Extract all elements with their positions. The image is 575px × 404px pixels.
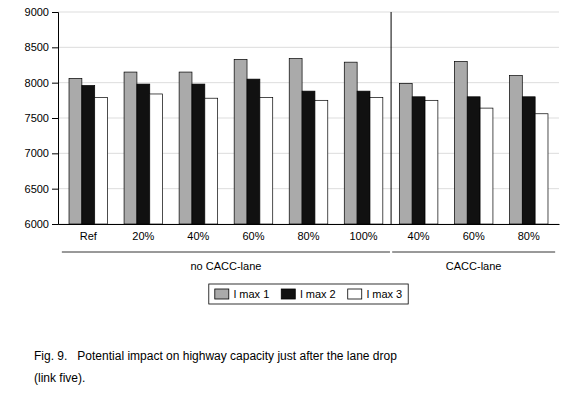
bar xyxy=(302,91,315,224)
tick: 6500 xyxy=(25,183,58,195)
bar xyxy=(137,84,150,224)
tick-label: 20% xyxy=(132,230,154,242)
tick: 80% xyxy=(297,224,319,242)
tick-label: 6500 xyxy=(25,183,49,195)
bar-series xyxy=(82,79,535,224)
tick-mark xyxy=(52,47,58,48)
bar xyxy=(82,85,95,224)
tick-label: 80% xyxy=(297,230,319,242)
tick: Ref xyxy=(80,224,98,242)
tick-label: 100% xyxy=(349,230,377,242)
bar xyxy=(370,98,383,224)
tick-mark xyxy=(52,12,58,13)
tick: 80% xyxy=(518,224,540,242)
tick-label: 80% xyxy=(518,230,540,242)
bar xyxy=(344,62,357,224)
grid-line xyxy=(58,12,559,13)
tick-label: 9000 xyxy=(25,6,49,18)
tick-label: 8500 xyxy=(25,41,49,53)
tick: 60% xyxy=(463,224,485,242)
tick: 7500 xyxy=(25,112,58,124)
y-axis: 6000 6500 7000 7500 8000 8500 9000 xyxy=(25,6,59,230)
bar-series xyxy=(95,94,548,224)
grid-line xyxy=(58,47,559,48)
axis-line xyxy=(52,13,59,225)
caption: (link five). xyxy=(34,371,85,385)
tick-mark xyxy=(52,153,58,154)
bar xyxy=(315,100,328,224)
legend: l max 1 l max 2 l max 3 xyxy=(209,284,408,304)
bar xyxy=(179,72,192,224)
section-separator xyxy=(391,12,392,224)
tick: 20% xyxy=(132,224,154,242)
x-axis: Ref 20% 40% 60% 80% 100% 40% 60% 80% xyxy=(59,224,560,242)
legend-frame xyxy=(209,284,408,304)
bar xyxy=(535,114,548,224)
bar xyxy=(260,98,273,224)
bar xyxy=(480,108,493,224)
section-bracket xyxy=(392,252,555,253)
bar xyxy=(425,100,438,224)
tick-label: 60% xyxy=(463,230,485,242)
bar xyxy=(412,97,425,224)
bar xyxy=(509,76,522,224)
tick-mark xyxy=(52,189,58,190)
bar xyxy=(124,72,137,224)
bar xyxy=(192,84,205,224)
legend-swatch xyxy=(281,289,295,299)
legend-item: l max 3 xyxy=(348,288,402,300)
tick-label: 40% xyxy=(187,230,209,242)
tick: 6000 xyxy=(25,218,58,230)
section-label: CACC-lane xyxy=(446,260,502,272)
bar xyxy=(522,97,535,224)
grid xyxy=(58,12,559,224)
tick-label: 7500 xyxy=(25,112,49,124)
legend-swatch xyxy=(215,289,229,299)
bar xyxy=(205,98,218,224)
bar xyxy=(399,83,412,224)
bar xyxy=(357,91,370,224)
tick: 60% xyxy=(242,224,264,242)
section-label: no CACC-lane xyxy=(190,260,261,272)
tick: 40% xyxy=(187,224,209,242)
axis-line xyxy=(59,224,560,225)
legend-label: l max 3 xyxy=(367,288,402,300)
tick-label: 6000 xyxy=(25,218,49,230)
tick: 100% xyxy=(349,224,377,242)
bar xyxy=(289,59,302,224)
plot: 6000 6500 7000 7500 8000 8500 9000 Ref 20% 40% 60%… xyxy=(25,6,560,304)
tick: 40% xyxy=(408,224,430,242)
bar xyxy=(69,78,82,224)
legend-item: l max 1 xyxy=(215,288,269,300)
legend-item: l max 2 xyxy=(281,288,335,300)
bar xyxy=(247,79,260,224)
tick: 7000 xyxy=(25,147,58,159)
bar xyxy=(454,61,467,224)
tick: 8500 xyxy=(25,41,58,53)
bar xyxy=(467,97,480,224)
tick-label: 40% xyxy=(408,230,430,242)
tick: 9000 xyxy=(25,6,58,18)
tick-mark xyxy=(52,83,58,84)
bar xyxy=(95,98,108,224)
legend-swatch xyxy=(348,289,362,299)
legend-label: l max 2 xyxy=(300,288,335,300)
bars xyxy=(69,59,548,224)
tick-label: 8000 xyxy=(25,77,49,89)
chart: 6000 6500 7000 7500 8000 8500 9000 Ref 20% 40% 60%… xyxy=(0,0,575,404)
section-bracket xyxy=(62,252,390,253)
tick-label: 60% xyxy=(242,230,264,242)
tick: 8000 xyxy=(25,77,58,89)
bar xyxy=(150,94,163,224)
bar xyxy=(234,59,247,224)
bar-series xyxy=(69,59,522,224)
tick-label: 7000 xyxy=(25,147,49,159)
tick-mark xyxy=(52,118,58,119)
caption: Fig. 9. Potential impact on highway capa… xyxy=(34,349,397,363)
legend-label: l max 1 xyxy=(234,288,269,300)
tick-label: Ref xyxy=(80,230,98,242)
tick-mark xyxy=(52,224,58,225)
